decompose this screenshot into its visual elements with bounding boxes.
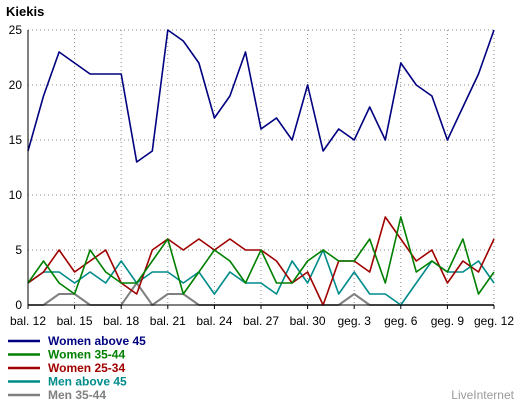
y-tick-label: 0 (15, 298, 22, 312)
y-tick-label: 20 (9, 78, 23, 92)
x-tick-label: geg. 12 (474, 314, 514, 328)
legend-label: Women 35-44 (48, 348, 125, 362)
x-tick-label: geg. 9 (431, 314, 465, 328)
y-axis-ticks: 0 5 10 15 20 25 (9, 23, 23, 312)
x-tick-label: bal. 30 (290, 314, 326, 328)
chart-title: Kiekis (6, 4, 44, 19)
grid (28, 29, 495, 305)
series-line-women-above-45 (27, 29, 495, 163)
legend-label: Women above 45 (48, 334, 146, 348)
x-tick-label: bal. 27 (243, 314, 279, 328)
x-tick-label: bal. 24 (196, 314, 232, 328)
x-tick-label: bal. 21 (150, 314, 186, 328)
brand-label: LiveInternet (451, 388, 514, 402)
y-tick-label: 5 (15, 243, 22, 257)
legend-label: Men above 45 (48, 375, 127, 389)
y-tick-label: 25 (9, 23, 23, 37)
axes (27, 30, 494, 306)
x-tick-label: bal. 18 (103, 314, 139, 328)
legend-label: Men 35-44 (48, 388, 106, 402)
legend-label: Women 25-34 (48, 361, 125, 375)
x-tick-label: bal. 15 (57, 314, 93, 328)
x-tick-label: geg. 6 (384, 314, 418, 328)
x-tick-label: bal. 12 (10, 314, 46, 328)
series-line-women-35-44 (27, 216, 495, 295)
series-line-men-above-45 (27, 249, 495, 306)
y-tick-label: 15 (9, 133, 23, 147)
x-tick-label: geg. 3 (338, 314, 372, 328)
y-tick-label: 10 (9, 188, 23, 202)
plot-lines (27, 29, 495, 306)
x-axis-ticks: bal. 12 bal. 15 bal. 18 bal. 21 bal. 24 bal. … (10, 305, 514, 328)
